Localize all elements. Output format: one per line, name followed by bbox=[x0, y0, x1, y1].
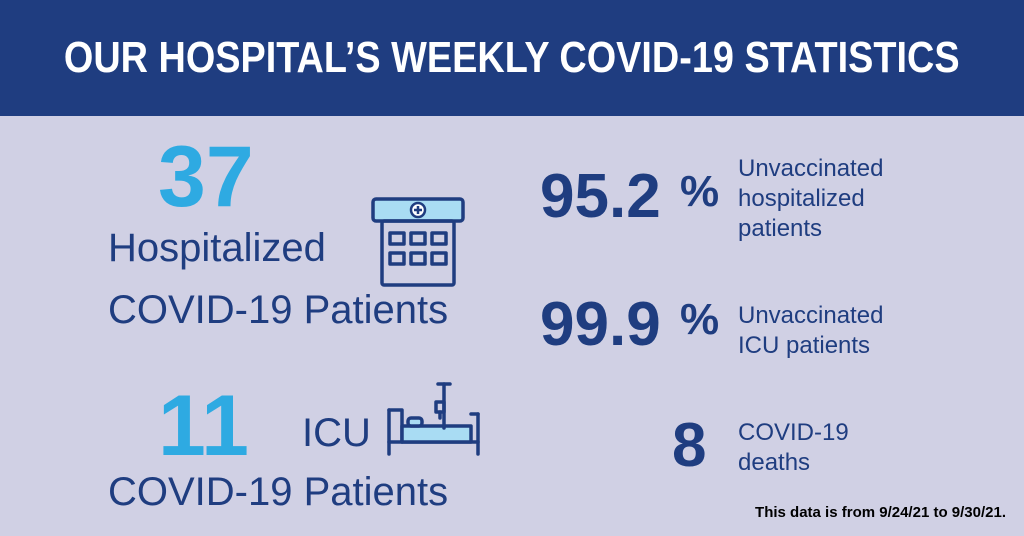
label-line: deaths bbox=[738, 449, 811, 476]
hospitalized-label: Hospitalized bbox=[108, 226, 326, 270]
data-date-range-note: This data is from 9/24/21 to 9/30/21. bbox=[755, 504, 1006, 521]
hospital-building-icon bbox=[371, 197, 465, 287]
percent-sign: % bbox=[680, 167, 720, 216]
hospital-bed-icon bbox=[387, 382, 480, 456]
label-line: ICU patients bbox=[738, 332, 871, 359]
icu-count: 11 bbox=[158, 378, 249, 474]
label-line: COVID-19 bbox=[738, 419, 849, 446]
covid-deaths-count: 8 bbox=[672, 411, 707, 480]
percent-sign: % bbox=[680, 295, 720, 344]
hospitalized-count: 37 bbox=[158, 129, 254, 225]
label-line: Unvaccinated bbox=[738, 302, 884, 329]
label-line: hospitalized bbox=[738, 185, 865, 212]
label-line: patients bbox=[738, 215, 823, 242]
unvaccinated-icu-label: Unvaccinated ICU patients bbox=[738, 301, 883, 361]
hospitalized-sublabel: COVID-19 Patients bbox=[108, 288, 449, 332]
label-line: Unvaccinated bbox=[738, 155, 884, 182]
page-title: OUR HOSPITAL’S WEEKLY COVID-19 STATISTIC… bbox=[64, 33, 960, 82]
header-banner: OUR HOSPITAL’S WEEKLY COVID-19 STATISTIC… bbox=[0, 0, 1024, 116]
unvaccinated-hospitalized-percent: 95.2 bbox=[540, 162, 661, 231]
icu-label: ICU bbox=[302, 411, 371, 455]
icu-sublabel: COVID-19 Patients bbox=[108, 470, 449, 514]
covid-deaths-label: COVID-19 deaths bbox=[738, 418, 849, 478]
unvaccinated-hospitalized-label: Unvaccinated hospitalized patients bbox=[738, 154, 883, 244]
unvaccinated-icu-percent: 99.9 bbox=[540, 290, 661, 359]
